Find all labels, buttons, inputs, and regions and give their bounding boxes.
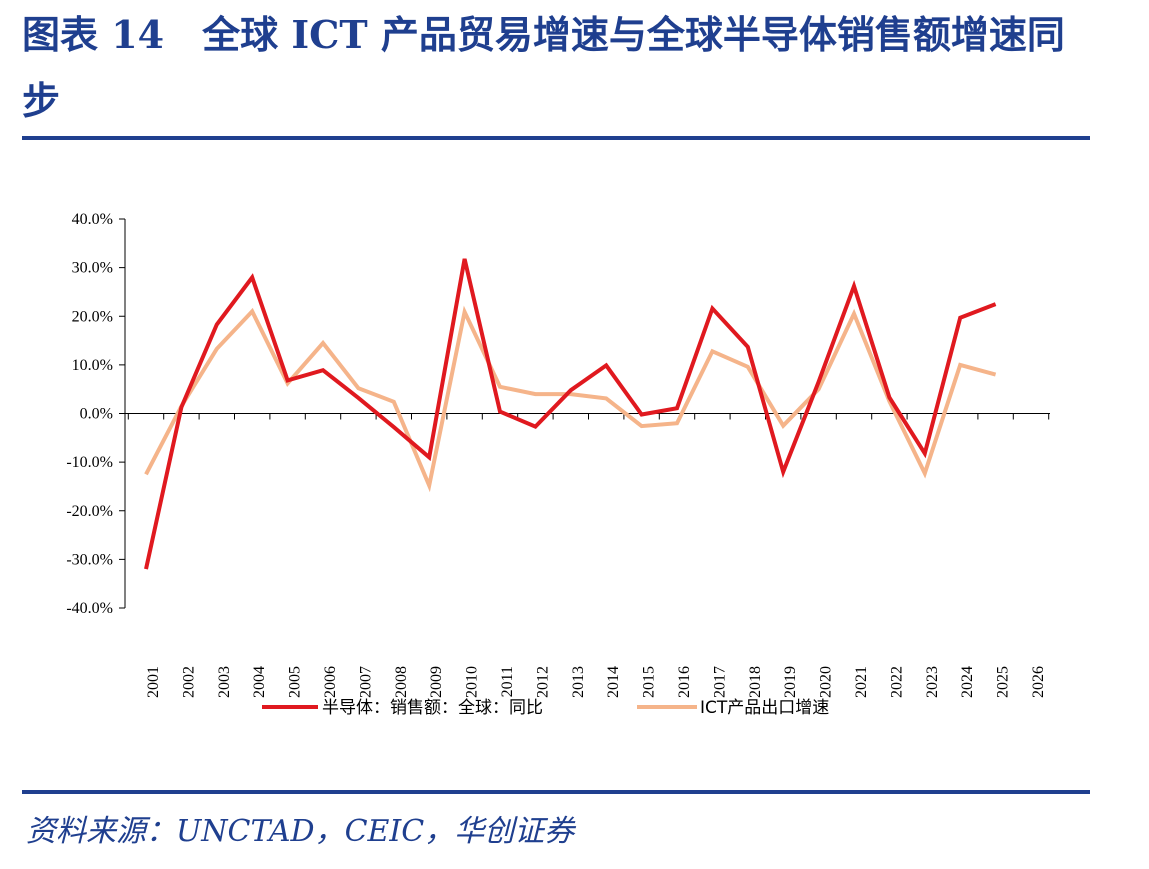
x-tick-label: 2007 <box>357 666 374 698</box>
x-tick-label: 2002 <box>180 666 197 698</box>
x-tick-label: 2009 <box>428 666 445 698</box>
x-tick-label: 2021 <box>853 666 870 698</box>
x-tick-label: 2020 <box>818 666 835 698</box>
page-title: 图表 14 全球 ICT 产品贸易增速与全球半导体销售额增速同步 <box>22 12 1065 123</box>
x-tick-label: 2017 <box>711 666 728 698</box>
chart-legend: 半导体：销售额：全球：同比 ICT产品出口增速 <box>262 698 829 718</box>
x-tick-label: 2008 <box>393 666 410 698</box>
y-tick-label: 10.0% <box>72 357 113 374</box>
y-tick-label: -40.0% <box>66 600 113 617</box>
y-tick-label: -30.0% <box>66 551 113 568</box>
x-tick-label: 2001 <box>145 666 162 698</box>
x-tick-label: 2025 <box>995 666 1012 698</box>
bottom-divider <box>22 790 1090 794</box>
chart-series <box>144 258 997 570</box>
x-tick-label: 2012 <box>534 666 551 698</box>
y-tick-label: 20.0% <box>72 308 113 325</box>
x-tick-label: 2011 <box>499 666 516 697</box>
series-line-1 <box>144 305 997 493</box>
y-tick-label: -10.0% <box>66 454 113 471</box>
x-tick-label: 2004 <box>251 666 268 698</box>
x-tick-label: 2006 <box>322 666 339 698</box>
y-tick-label: 40.0% <box>72 211 113 228</box>
legend-label-0: 半导体：销售额：全球：同比 <box>322 698 543 718</box>
x-tick-label: 2019 <box>782 666 799 698</box>
series-line-0 <box>144 258 997 570</box>
legend-label-1: ICT产品出口增速 <box>700 698 829 718</box>
y-tick-label: 0.0% <box>80 406 113 423</box>
source-note: 资料来源：UNCTAD，CEIC，华创证券 <box>26 814 575 849</box>
x-tick-label: 2014 <box>605 666 622 698</box>
x-tick-label: 2026 <box>1030 666 1047 698</box>
x-tick-label: 2024 <box>959 666 976 698</box>
x-tick-label: 2003 <box>216 666 233 698</box>
x-tick-label: 2023 <box>924 666 941 698</box>
x-tick-label: 2010 <box>464 666 481 698</box>
y-tick-label: 30.0% <box>72 260 113 277</box>
x-tick-label: 2005 <box>287 666 304 698</box>
y-tick-label: -20.0% <box>66 503 113 520</box>
x-tick-label: 2013 <box>570 666 587 698</box>
chart-axes: 40.0% 30.0% 20.0% 10.0% 0.0% -10.0% -20.0% -30.… <box>66 211 1050 698</box>
x-tick-label: 2015 <box>641 666 658 698</box>
x-tick-label: 2016 <box>676 666 693 698</box>
top-divider <box>22 136 1090 140</box>
x-tick-label: 2022 <box>888 666 905 698</box>
x-tick-label: 2018 <box>747 666 764 698</box>
